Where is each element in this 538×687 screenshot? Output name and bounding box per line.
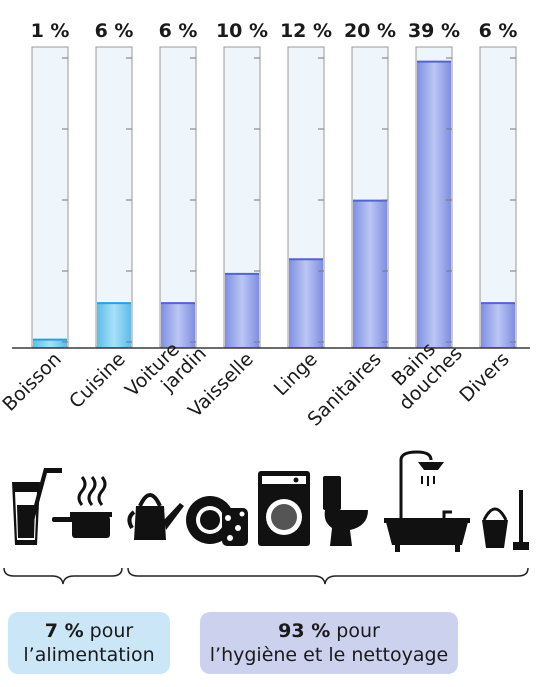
value-label-1: 6 % [95,20,134,42]
hygiene-brace [127,567,529,585]
hygiene-share-value: 93 % [278,620,331,642]
food-share-value: 7 % [44,620,84,642]
food-brace [3,567,123,585]
bar-1 [97,303,131,347]
tube-1 [95,46,133,348]
food-summary-box: 7 % pour l’alimentation [8,612,170,674]
value-label-5: 20 % [344,20,396,42]
category-label-4: Linge [270,348,322,400]
value-label-0: 1 % [31,20,70,42]
bar-3 [225,273,259,347]
cooking-pot-icon [52,476,112,538]
value-label-2: 6 % [159,20,198,42]
food-share-text: pour [83,620,134,642]
dishes-sponge-icon [186,496,248,546]
bar-7 [481,303,515,347]
value-label-7: 6 % [479,20,518,42]
hygiene-summary-box: 93 % pour l’hygiène et le nettoyage [200,612,458,674]
washing-machine-icon [258,471,310,546]
bar-4 [289,259,323,347]
bar-0 [33,339,67,347]
food-share-label: l’alimentation [23,644,155,666]
toilet-icon [323,476,368,546]
category-label-0: Boisson [0,348,66,415]
watering-can-icon [127,493,184,540]
hygiene-share-text: pour [330,620,380,642]
tube-2 [159,46,197,348]
bathtub-shower-icon [384,450,470,552]
category-label-1: Cuisine [65,348,130,413]
bucket-mop-icon [482,490,529,550]
value-label-3: 10 % [216,20,268,42]
glass-with-straw-icon [12,468,62,545]
bar-6 [417,61,451,347]
hygiene-share-label: l’hygiène et le nettoyage [209,644,449,666]
value-label-4: 12 % [280,20,332,42]
tube-7 [479,46,517,348]
bar-5 [353,200,387,347]
tube-0 [31,46,69,348]
category-label-6: Bainsdouches [379,327,467,415]
value-label-6: 39 % [408,20,460,42]
bar-2 [161,303,195,347]
